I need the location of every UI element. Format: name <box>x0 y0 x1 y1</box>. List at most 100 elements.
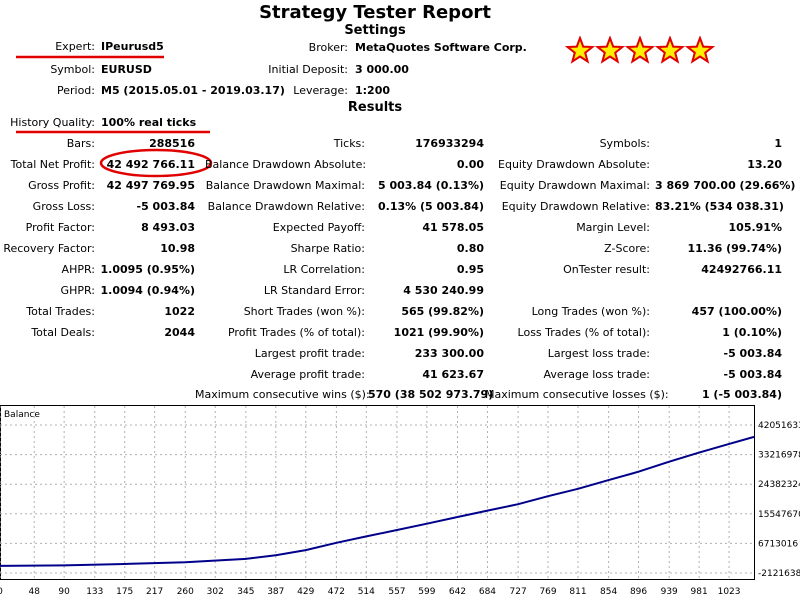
x-tick-label: 896 <box>630 587 647 597</box>
gross-loss-value: -5 003.84 <box>136 200 196 213</box>
ghpr-label: GHPR: <box>60 284 95 297</box>
x-tick-label: 854 <box>600 587 617 597</box>
x-tick-label: 90 <box>58 587 70 597</box>
star-icon <box>624 36 656 64</box>
x-tick-label: 48 <box>28 587 40 597</box>
gross-profit-label: Gross Profit: <box>28 179 95 192</box>
largest-loss-label: Largest loss trade: <box>547 347 650 360</box>
profit-trades-label: Profit Trades (% of total): <box>227 326 365 339</box>
average-loss-label: Average loss trade: <box>543 368 650 381</box>
chart-grid <box>0 406 754 579</box>
ontester-result-value: 42492766.11 <box>701 263 782 276</box>
average-profit-value: 41 623.67 <box>422 368 484 381</box>
x-tick-label: 260 <box>177 587 194 597</box>
ahpr-label: AHPR: <box>61 263 95 276</box>
history-quality-value: 100% real ticks <box>101 116 197 129</box>
y-tick-label: -2121638 <box>758 569 800 579</box>
settings-heading: Settings <box>344 23 406 38</box>
period-value: M5 (2015.05.01 - 2019.03.17) <box>101 84 285 97</box>
lr-correlation-label: LR Correlation: <box>283 263 365 276</box>
sharpe-ratio-value: 0.80 <box>456 242 484 255</box>
chart-y-ticks: 42051633 33216978 24382324 15547670 6713016 -… <box>758 421 800 579</box>
x-tick-label: 684 <box>479 587 496 597</box>
expert-label: Expert: <box>55 40 95 53</box>
balance-dd-max-value: 5 003.84 (0.13%) <box>378 179 484 192</box>
equity-dd-rel-label: Equity Drawdown Relative: <box>501 200 650 213</box>
lr-standard-error-value: 4 530 240.99 <box>403 284 484 297</box>
balance-line <box>0 435 755 567</box>
net-profit-highlight-ellipse <box>99 148 213 178</box>
gross-profit-value: 42 497 769.95 <box>106 179 195 192</box>
leverage-label: Leverage: <box>293 84 348 97</box>
star-icon <box>594 36 626 64</box>
gross-loss-label: Gross Loss: <box>32 200 95 213</box>
x-tick-label: 599 <box>418 587 435 597</box>
leverage-value: 1:200 <box>355 84 391 97</box>
bars-value: 288516 <box>149 137 195 150</box>
ghpr-value: 1.0094 (0.94%) <box>100 284 196 297</box>
long-trades-label: Long Trades (won %): <box>531 305 650 318</box>
total-deals-value: 2044 <box>164 326 195 339</box>
total-trades-value: 1022 <box>164 305 195 318</box>
symbol-label: Symbol: <box>50 63 95 76</box>
margin-level-label: Margin Level: <box>576 221 650 234</box>
average-profit-label: Average profit trade: <box>250 368 365 381</box>
z-score-value: 11.36 (99.74%) <box>687 242 783 255</box>
x-tick-label: 1023 <box>718 587 741 597</box>
net-profit-label: Total Net Profit: <box>10 158 95 171</box>
max-consecutive-losses-value: 1 (-5 003.84) <box>701 388 782 401</box>
star-icon <box>565 36 596 64</box>
star-icon <box>654 36 686 64</box>
balance-dd-rel-label: Balance Drawdown Relative: <box>207 200 365 213</box>
net-profit-value: 42 492 766.11 <box>106 158 195 171</box>
balance-dd-max-label: Balance Drawdown Maximal: <box>205 179 365 192</box>
expected-payoff-label: Expected Payoff: <box>272 221 365 234</box>
period-label: Period: <box>56 84 95 97</box>
ontester-result-label: OnTester result: <box>563 263 650 276</box>
largest-loss-value: -5 003.84 <box>723 347 783 360</box>
max-consecutive-wins-value: 570 (38 502 973.79) <box>368 388 494 401</box>
short-trades-value: 565 (99.82%) <box>401 305 484 318</box>
broker-label: Broker: <box>308 41 348 54</box>
x-tick-label: 939 <box>661 587 678 597</box>
x-tick-label: 133 <box>86 587 103 597</box>
recovery-factor-value: 10.98 <box>160 242 195 255</box>
y-tick-label: 6713016 <box>758 539 798 549</box>
ahpr-value: 1.0095 (0.95%) <box>100 263 196 276</box>
largest-profit-value: 233 300.00 <box>414 347 484 360</box>
x-tick-label: 981 <box>691 587 708 597</box>
star-icon <box>684 36 715 64</box>
expert-underline <box>16 55 164 59</box>
report-title: Strategy Tester Report <box>259 2 491 23</box>
total-trades-label: Total Trades: <box>26 305 95 318</box>
symbol-value: EURUSD <box>101 63 152 76</box>
equity-dd-max-label: Equity Drawdown Maximal: <box>499 179 650 192</box>
bars-label: Bars: <box>66 137 95 150</box>
x-tick-label: 727 <box>510 587 527 597</box>
x-tick-label: 642 <box>449 587 466 597</box>
max-consecutive-wins-label: Maximum consecutive wins ($): <box>195 388 370 401</box>
history-quality-label: History Quality: <box>10 116 95 129</box>
average-loss-value: -5 003.84 <box>723 368 783 381</box>
history-quality-underline <box>16 130 210 134</box>
profit-trades-value: 1021 (99.90%) <box>393 326 484 339</box>
loss-trades-label: Loss Trades (% of total): <box>517 326 650 339</box>
broker-value: MetaQuotes Software Corp. <box>355 41 527 54</box>
max-consecutive-losses-label: Maximum consecutive losses ($): <box>485 388 669 401</box>
x-tick-label: 302 <box>207 587 224 597</box>
expected-payoff-value: 41 578.05 <box>422 221 484 234</box>
ticks-value: 176933294 <box>415 137 484 150</box>
balance-chart: Balance 42051633 33216978 24382324 15547670… <box>0 405 800 597</box>
expert-value: IPeurusd5 <box>101 40 164 53</box>
chart-title: Balance <box>4 410 40 420</box>
y-tick-label: 42051633 <box>758 421 800 431</box>
chart-x-ticks: 0 48 90 133 175 217 260 302 345 387 429 472 514 557 59… <box>0 587 741 597</box>
total-deals-label: Total Deals: <box>31 326 95 339</box>
equity-dd-max-value: 3 869 700.00 (29.66%) <box>655 179 796 192</box>
sharpe-ratio-label: Sharpe Ratio: <box>290 242 365 255</box>
x-tick-label: 0 <box>0 587 3 597</box>
x-tick-label: 217 <box>146 587 163 597</box>
deposit-value: 3 000.00 <box>355 63 409 76</box>
short-trades-label: Short Trades (won %): <box>243 305 365 318</box>
profit-factor-label: Profit Factor: <box>25 221 95 234</box>
